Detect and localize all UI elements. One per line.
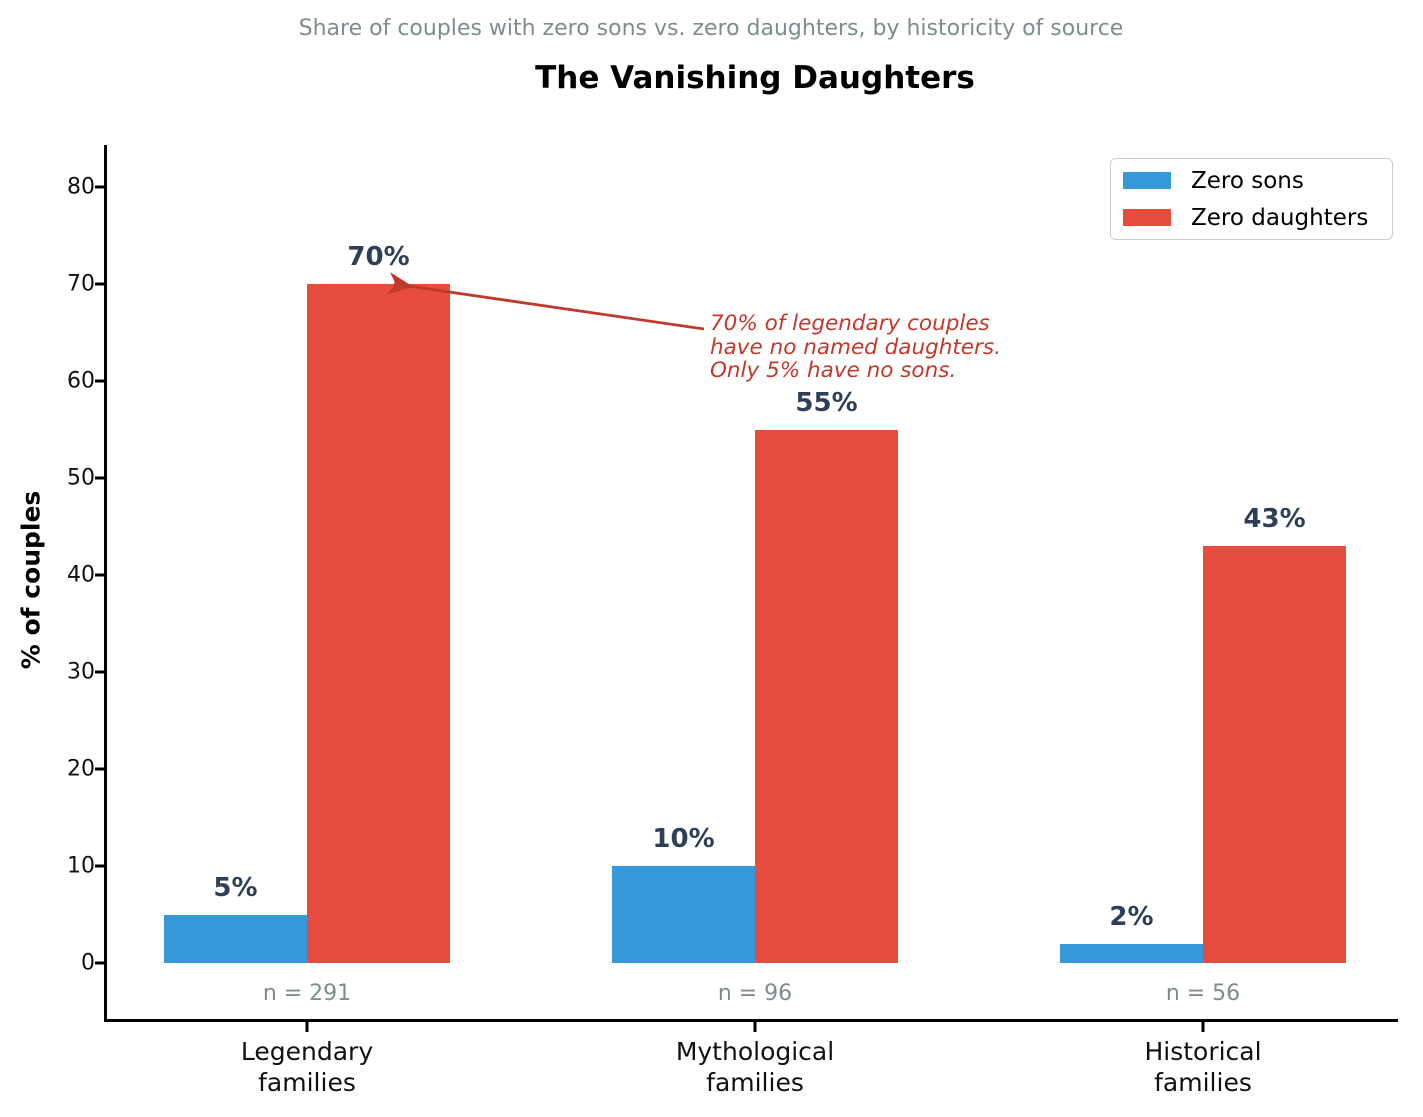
bar-zero-sons-historical [1060,943,1203,963]
y-tick-mark-60 [95,379,104,383]
sample-size-label-historical: n = 56 [1165,981,1241,1006]
y-tick-label-30: 30 [67,659,95,685]
y-tick-mark-10 [95,864,104,868]
annotation-text: 70% of legendary couples have no named d… [710,311,1001,383]
value-label-zero-sons-mythological: 10% [652,824,715,854]
y-axis-spine [104,145,107,1022]
bar-zero-daughters-historical [1203,545,1346,963]
value-label-zero-daughters-historical: 43% [1243,503,1306,534]
y-tick-label-50: 50 [67,465,95,491]
x-category-label-legendary: Legendary families [240,1037,374,1097]
y-tick-label-40: 40 [67,562,95,588]
chart-subtitle: Share of couples with zero sons vs. zero… [298,16,1124,41]
sample-size-label-mythological: n = 96 [717,981,793,1006]
legend-item-zero-sons: Zero sons [1123,168,1392,194]
legend-item-zero-daughters: Zero daughters [1123,205,1392,231]
y-tick-mark-80 [95,185,104,189]
value-label-zero-sons-historical: 2% [1109,901,1154,932]
y-tick-mark-0 [95,961,104,965]
legend-swatch-zero-sons [1123,172,1171,189]
x-tick-mark-legendary [305,1022,309,1032]
y-tick-mark-50 [95,476,104,480]
bar-zero-daughters-mythological [755,429,898,963]
x-category-label-mythological: Mythological families [675,1037,835,1097]
y-tick-mark-30 [95,670,104,674]
y-tick-label-80: 80 [67,174,95,200]
value-label-zero-daughters-mythological: 55% [795,387,858,418]
value-label-zero-daughters-legendary: 70% [347,242,410,272]
y-tick-label-20: 20 [67,756,95,782]
y-tick-mark-40 [95,573,104,577]
y-tick-label-60: 60 [67,368,95,394]
bar-zero-sons-legendary [164,914,307,963]
chart-title: The Vanishing Daughters [535,60,975,96]
y-tick-label-70: 70 [67,271,95,297]
bar-zero-sons-mythological [612,866,755,963]
bar-zero-daughters-legendary [307,284,450,963]
y-tick-label-10: 10 [67,853,95,879]
y-tick-mark-70 [95,282,104,286]
y-tick-label-0: 0 [81,950,95,976]
legend-swatch-zero-daughters [1123,209,1171,226]
legend-label-zero-sons: Zero sons [1191,167,1304,194]
legend: Zero sons Zero daughters [1110,158,1393,240]
x-axis-spine [104,1019,1398,1022]
legend-label-zero-daughters: Zero daughters [1191,204,1369,231]
x-tick-mark-historical [1201,1022,1205,1032]
x-tick-mark-mythological [753,1022,757,1032]
value-label-zero-sons-legendary: 5% [213,872,258,903]
sample-size-label-legendary: n = 291 [262,981,352,1006]
x-category-label-historical: Historical families [1144,1037,1262,1097]
y-tick-mark-20 [95,767,104,771]
